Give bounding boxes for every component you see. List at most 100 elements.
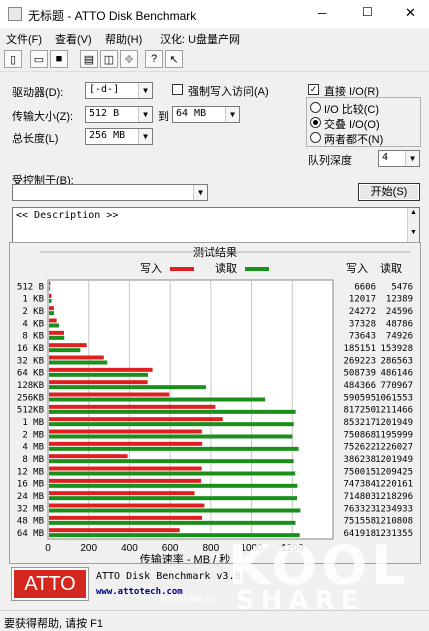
write-value-label: 641918 [343, 529, 376, 539]
y-tick-label: 2 KB [22, 307, 44, 317]
read-bar [49, 508, 301, 513]
chevron-down-icon: ▼ [138, 129, 152, 144]
menu-help[interactable]: 帮助(H) [105, 34, 143, 46]
read-bar [49, 397, 266, 402]
total-length-label: 总长度(L) [12, 133, 59, 145]
chevron-down-icon: ▼ [405, 151, 419, 166]
read-bar [49, 385, 206, 390]
write-value-label: 853217 [343, 418, 376, 428]
write-bar [49, 404, 216, 409]
io-compare-label: I/O 比较(C) [324, 104, 379, 116]
write-value-label: 747384 [343, 480, 376, 490]
window-title: 无标题 - ATTO Disk Benchmark [28, 9, 197, 23]
legend-write-swatch [170, 267, 194, 271]
y-tick-label: 128KB [17, 381, 44, 391]
force-write-checkbox[interactable] [172, 84, 183, 95]
y-tick-label: 24 MB [17, 492, 44, 502]
x-tick-label: 800 [203, 543, 220, 554]
read-value-label: 12389 [386, 295, 413, 305]
y-tick-label: 512KB [17, 406, 44, 416]
move-icon[interactable]: ✥ [120, 50, 138, 68]
menu-file[interactable]: 文件(F) [6, 34, 43, 46]
read-bar [49, 348, 81, 353]
results-chart: 测试结果 写入 读取 写入 读取 0 200 400 600 800 1000 1200 传输速率 - … [9, 242, 421, 564]
y-tick-label: 16 MB [17, 480, 44, 490]
maximize-button[interactable]: ☐ [362, 5, 373, 19]
read-bar [49, 372, 148, 377]
write-bar [49, 491, 195, 496]
description-box[interactable]: << Description >> ▲ ▼ [12, 207, 420, 243]
read-value-label: 1210808 [375, 517, 413, 527]
x-tick-label: 400 [121, 543, 138, 554]
website-link[interactable]: www.attotech.com [96, 587, 183, 597]
legend-read-swatch [245, 267, 269, 271]
write-value-label: 590595 [343, 393, 376, 403]
chevron-down-icon: ▼ [138, 107, 152, 122]
write-bar [49, 293, 52, 298]
close-button[interactable]: ✕ [405, 5, 416, 20]
queue-depth-select[interactable]: 4 ▼ [378, 150, 420, 167]
read-value-label: 1218296 [375, 492, 413, 502]
write-value-label: 817250 [343, 406, 376, 416]
read-value-label: 74926 [386, 332, 413, 342]
total-length-select[interactable]: 256 MB ▼ [85, 128, 153, 145]
read-value-label: 1195999 [375, 430, 413, 440]
menu-localization[interactable]: 汉化: U盘量产网 [160, 34, 241, 46]
transfer-to-value: 64 MB [176, 108, 207, 119]
open-icon[interactable]: ▭ [30, 50, 48, 68]
read-value-label: 1061553 [375, 393, 413, 403]
y-tick-label: 64 MB [17, 529, 44, 539]
menu-bar: 文件(F) 查看(V) 帮助(H) 汉化: U盘量产网 [0, 28, 429, 46]
write-bar [49, 441, 203, 446]
read-bar [49, 409, 296, 414]
help-icon[interactable]: ? [145, 50, 163, 68]
write-bar [49, 330, 64, 335]
io-compare-radio[interactable] [310, 102, 321, 113]
read-bar [49, 446, 299, 451]
transfer-to-select[interactable]: 64 MB ▼ [172, 106, 240, 123]
save-icon[interactable]: ■ [50, 50, 68, 68]
y-tick-label: 32 KB [17, 356, 44, 366]
y-tick-label: 48 MB [17, 517, 44, 527]
direct-io-label: 直接 I/O(R) [324, 86, 379, 98]
read-bar [49, 335, 65, 340]
read-value-label: 1201949 [375, 455, 413, 465]
y-tick-label: 4 MB [22, 443, 44, 453]
legend-write-label: 写入 [140, 263, 162, 275]
print-preview-icon[interactable]: ◫ [100, 50, 118, 68]
title-bar: 无标题 - ATTO Disk Benchmark ─ ☐ ✕ [0, 0, 429, 28]
context-help-icon[interactable]: ↖ [165, 50, 183, 68]
write-value-label: 750868 [343, 430, 376, 440]
read-value-label: 770967 [380, 381, 413, 391]
minimize-button[interactable]: ─ [318, 6, 327, 20]
write-value-label: 508739 [343, 369, 376, 379]
read-value-label: 1231355 [375, 529, 413, 539]
overlapped-radio[interactable] [310, 117, 321, 128]
write-value-label: 24272 [349, 307, 376, 317]
neither-radio[interactable] [310, 132, 321, 143]
print-icon[interactable]: ▤ [80, 50, 98, 68]
write-bar [49, 417, 223, 422]
drive-value: [-d-] [89, 84, 120, 95]
transfer-from-select[interactable]: 512 B ▼ [85, 106, 153, 123]
read-value-label: 1220161 [375, 480, 413, 490]
controlled-by-select[interactable]: ▼ [12, 184, 208, 201]
drive-select[interactable]: [-d-] ▼ [85, 82, 153, 99]
start-button[interactable]: 开始(S) [358, 183, 420, 201]
read-value-label: 486146 [380, 369, 413, 379]
read-bar [49, 298, 52, 303]
read-bar [49, 533, 300, 538]
scrollbar[interactable]: ▲ ▼ [407, 208, 419, 242]
new-icon[interactable]: ▯ [4, 50, 22, 68]
y-tick-label: 1 MB [22, 418, 44, 428]
menu-view[interactable]: 查看(V) [55, 34, 92, 46]
chevron-down-icon: ▼ [225, 107, 239, 122]
queue-depth-label: 队列深度 [308, 155, 352, 167]
start-button-label: 开始(S) [370, 186, 408, 198]
direct-io-checkbox[interactable]: ✓ [308, 84, 319, 95]
read-bar [49, 311, 55, 316]
write-value-label: 386238 [343, 455, 376, 465]
footer: ATTO ATTO Disk Benchmark v3.0 www.attote… [0, 534, 429, 616]
read-value-label: 1234933 [375, 504, 413, 514]
write-bar [49, 392, 170, 397]
